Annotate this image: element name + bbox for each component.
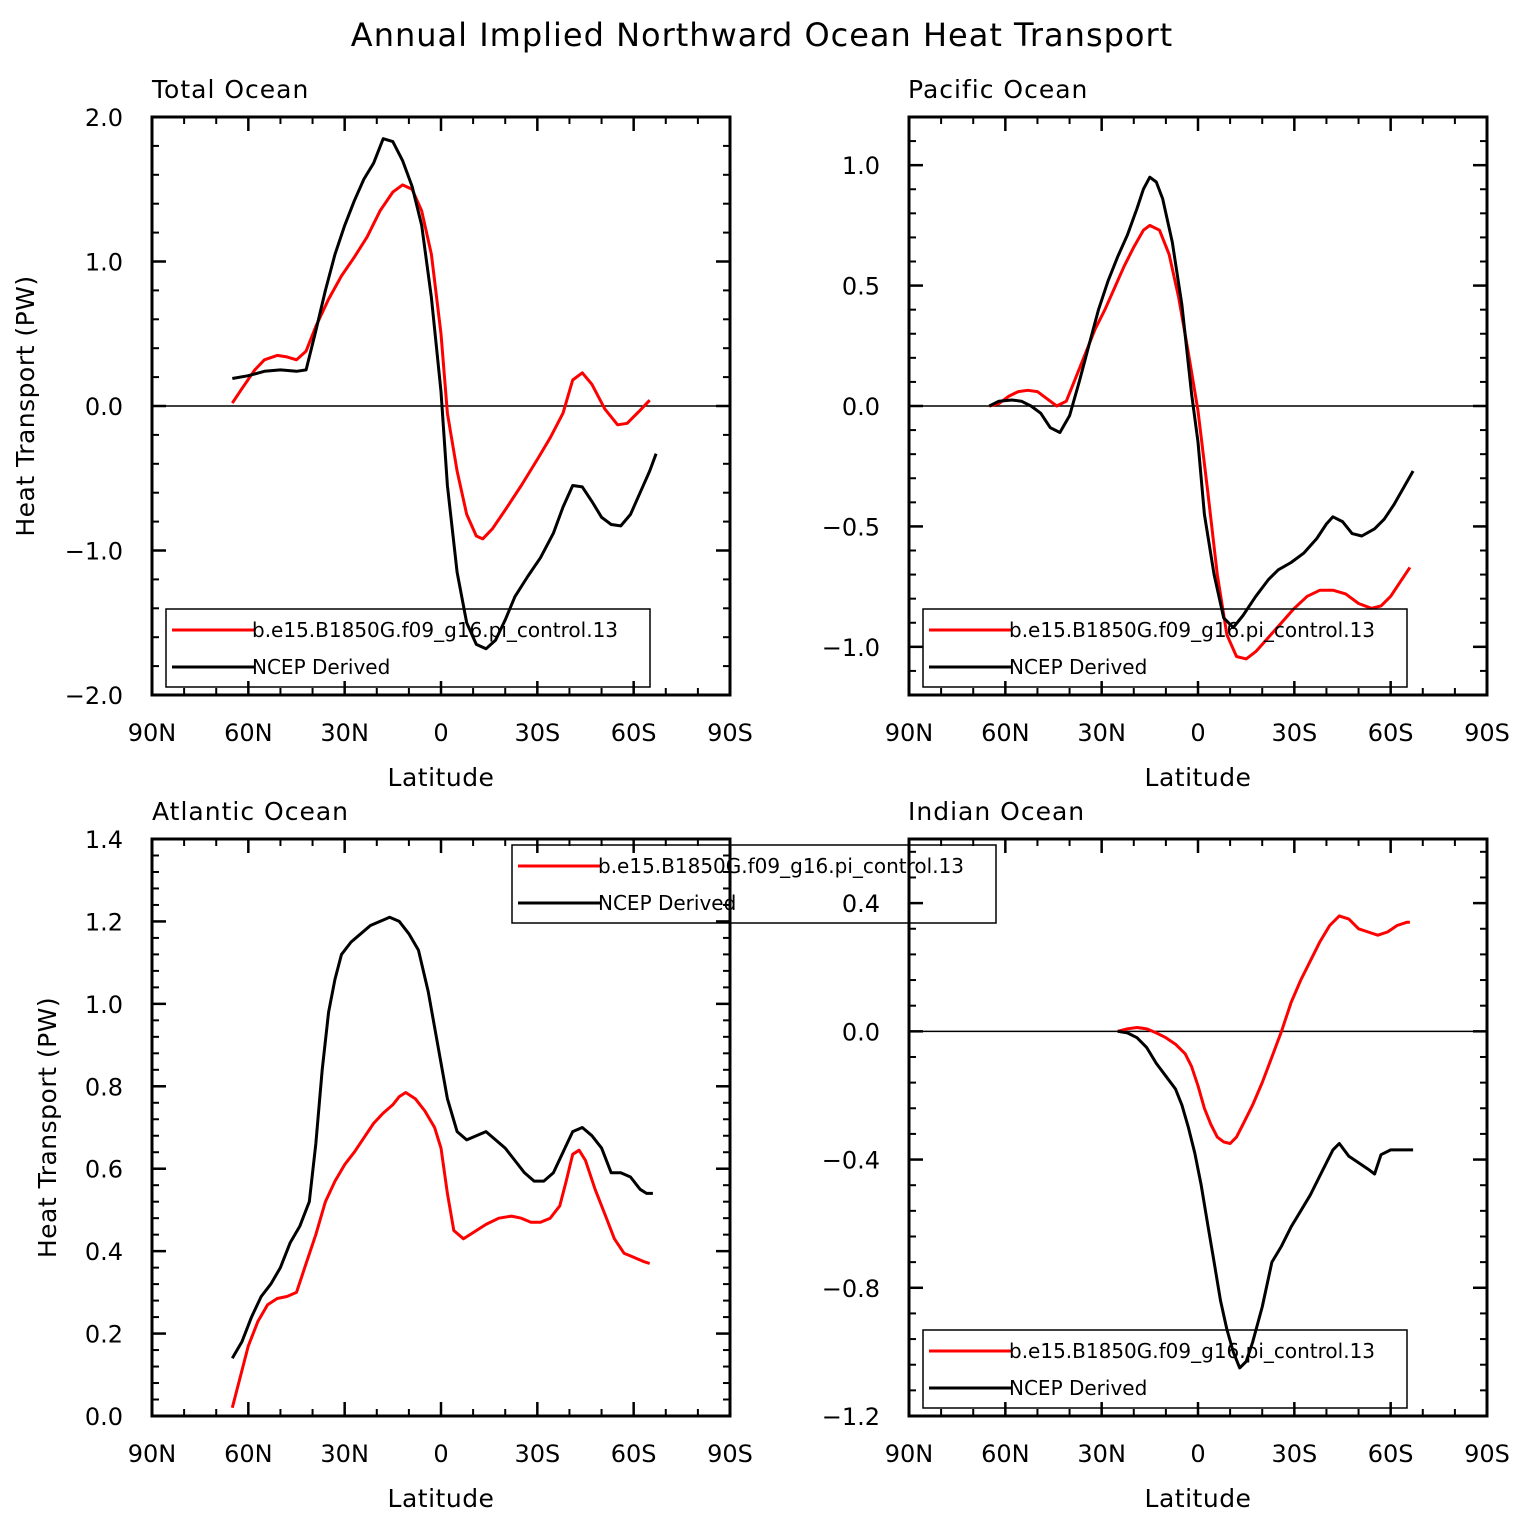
series-line [232,137,658,651]
plot-frame [150,837,732,1418]
y-tick-label: 0.0 [842,1018,880,1046]
series-line [230,1091,651,1409]
x-tick-label: 60N [981,1440,1030,1468]
y-tick-label: −0.4 [822,1147,880,1175]
x-tick-label: 30N [320,719,369,747]
y-tick-label: 0.0 [85,393,123,421]
legend-label: NCEP Derived [598,891,736,915]
y-tick-label: 0.4 [842,890,880,918]
y-tick-label: 0.0 [842,393,880,421]
legend-label: b.e15.B1850G.f09_g16.pi_control.13 [252,618,618,642]
panel-title: Atlantic Ocean [152,797,349,826]
legend: b.e15.B1850G.f09_g16.pi_control.13 NCEP D… [165,608,651,688]
series-line [1117,1029,1414,1370]
y-tick-label: 1.0 [842,152,880,180]
y-tick-label: −0.5 [822,513,880,541]
x-tick-label: 30S [1271,719,1317,747]
x-tick-label: 90S [1464,719,1510,747]
y-tick-label: 0.8 [85,1073,123,1101]
x-tick-label: 60N [224,719,273,747]
y-tick-label: −1.2 [822,1403,880,1431]
x-axis-label: Latitude [388,763,495,792]
x-tick-label: 0 [1190,719,1205,747]
chart-panel: Indian Ocean 90N 60N 30N 0 30S 60S 90S −1.2 −0.8 −… [822,797,1510,1513]
legend: b.e15.B1850G.f09_g16.pi_control.13 NCEP D… [922,608,1408,688]
series-line [988,175,1415,630]
x-tick-label: 90N [128,1440,177,1468]
legend: b.e15.B1850G.f09_g16.pi_control.13 NCEP D… [511,844,997,924]
series-line [231,183,651,541]
x-tick-label: 30N [1077,1440,1126,1468]
x-tick-label: 60S [611,1440,657,1468]
y-tick-label: 0.0 [85,1403,123,1431]
legend-box [922,1329,1408,1409]
legend-label: b.e15.B1850G.f09_g16.pi_control.13 [598,854,964,878]
x-axis-label: Latitude [1145,1484,1252,1513]
y-tick-label: 0.2 [85,1321,123,1349]
x-tick-label: 90S [707,1440,753,1468]
legend-label: b.e15.B1850G.f09_g16.pi_control.13 [1009,1339,1375,1363]
y-tick-label: 0.4 [85,1238,123,1266]
y-tick-label: 1.0 [85,249,123,277]
legend-label: b.e15.B1850G.f09_g16.pi_control.13 [1009,618,1375,642]
legend: b.e15.B1850G.f09_g16.pi_control.13 NCEP D… [922,1329,1408,1409]
chart-panel: Pacific Ocean 90N 60N 30N 0 30S 60S 90S −1.0 −0.5… [822,75,1510,792]
x-tick-label: 90S [1464,1440,1510,1468]
series-line [988,223,1412,661]
x-tick-label: 30S [1271,1440,1317,1468]
legend-box [922,608,1408,688]
y-axis-label: Heat Transport (PW) [11,275,40,536]
x-tick-label: 30S [514,1440,560,1468]
figure-title: Annual Implied Northward Ocean Heat Tran… [351,16,1173,54]
series-line [231,915,653,1360]
x-tick-label: 90N [885,1440,934,1468]
panel-title: Pacific Ocean [908,75,1088,104]
x-tick-label: 90S [707,719,753,747]
y-tick-label: 2.0 [85,104,123,132]
y-tick-label: −1.0 [65,538,123,566]
legend-label: NCEP Derived [1009,1376,1147,1400]
y-axis-label: Heat Transport (PW) [33,997,62,1258]
y-tick-label: 0.6 [85,1156,123,1184]
chart-panel: Atlantic Ocean 90N 60N 30N 0 30S 60S 90S 0.0 0.2 0… [33,797,997,1513]
legend-label: NCEP Derived [1009,655,1147,679]
x-tick-label: 60S [1368,1440,1414,1468]
y-tick-label: −0.8 [822,1275,880,1303]
x-tick-label: 0 [433,1440,448,1468]
x-tick-label: 30N [320,1440,369,1468]
x-tick-label: 60S [611,719,657,747]
panel-title: Total Ocean [151,75,309,104]
legend-box [511,844,997,924]
x-tick-label: 60S [1368,719,1414,747]
y-tick-label: 0.5 [842,273,880,301]
x-tick-label: 0 [433,719,448,747]
y-tick-label: 1.0 [85,991,123,1019]
x-tick-label: 60N [981,719,1030,747]
legend-box [165,608,651,688]
x-tick-label: 90N [885,719,934,747]
x-tick-label: 60N [224,1440,273,1468]
x-axis-label: Latitude [1145,763,1252,792]
y-tick-label: 1.2 [85,908,123,936]
chart-panel: Total Ocean 90N 60N 30N 0 30S 60S 90S −2.0 −1.0 0.… [11,75,753,792]
y-tick-label: 1.4 [85,826,123,854]
y-tick-label: −2.0 [65,682,123,710]
y-tick-label: −1.0 [822,634,880,662]
x-tick-label: 0 [1190,1440,1205,1468]
legend-label: NCEP Derived [252,655,390,679]
x-axis-label: Latitude [388,1484,495,1513]
x-tick-label: 30N [1077,719,1126,747]
x-tick-label: 30S [514,719,560,747]
series-line [1117,914,1410,1145]
panel-title: Indian Ocean [908,797,1085,826]
x-tick-label: 90N [128,719,177,747]
